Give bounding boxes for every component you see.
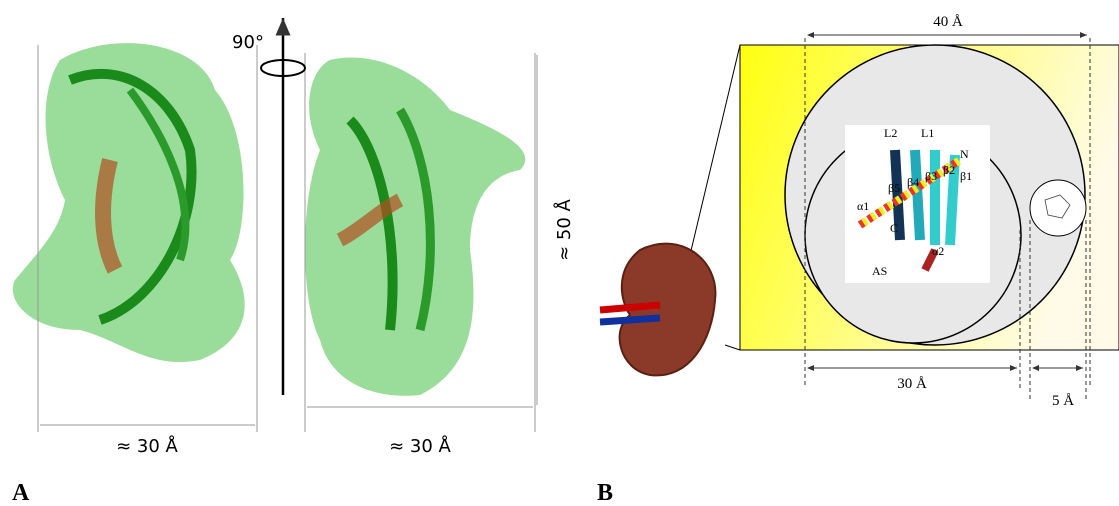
width-label: ≈ 30 Å bbox=[116, 435, 178, 457]
molecule-circle bbox=[1030, 180, 1086, 236]
dimension-label: 30 Å bbox=[897, 376, 927, 392]
structure-label: β2 bbox=[943, 163, 955, 177]
panel-label: B bbox=[597, 480, 613, 506]
rotation-label: 90° bbox=[232, 32, 264, 53]
protein-right bbox=[305, 57, 525, 395]
structure-label: β1 bbox=[960, 169, 972, 183]
structure-label: C bbox=[890, 221, 898, 235]
figure: 90° ≈ 30 Å ≈ 30 Å ≈ 50 Å A L2 L1 Nβ5 β4 β3 β2… bbox=[0, 0, 1119, 506]
width-label: ≈ 30 Å bbox=[389, 435, 451, 457]
kidney bbox=[600, 244, 715, 376]
structure-label: β3 bbox=[925, 169, 937, 183]
structure-label: N bbox=[960, 147, 969, 161]
structure-label: L1 bbox=[921, 126, 934, 140]
dimension-label: 5 Å bbox=[1052, 393, 1074, 409]
zoom-line bbox=[690, 45, 740, 255]
dimension-label: 40 Å bbox=[933, 14, 963, 30]
structure-label: AS bbox=[872, 264, 887, 278]
panel-label: A bbox=[12, 480, 30, 506]
structure-label: α1 bbox=[857, 199, 869, 213]
zoom-line bbox=[725, 345, 740, 350]
structure-label: L2 bbox=[884, 126, 897, 140]
protein-left bbox=[13, 43, 245, 362]
structure-label: β4 bbox=[907, 175, 919, 189]
structure-label: β5 bbox=[888, 181, 900, 195]
structure-label: α2 bbox=[932, 244, 944, 258]
height-label: ≈ 50 Å bbox=[553, 198, 575, 260]
